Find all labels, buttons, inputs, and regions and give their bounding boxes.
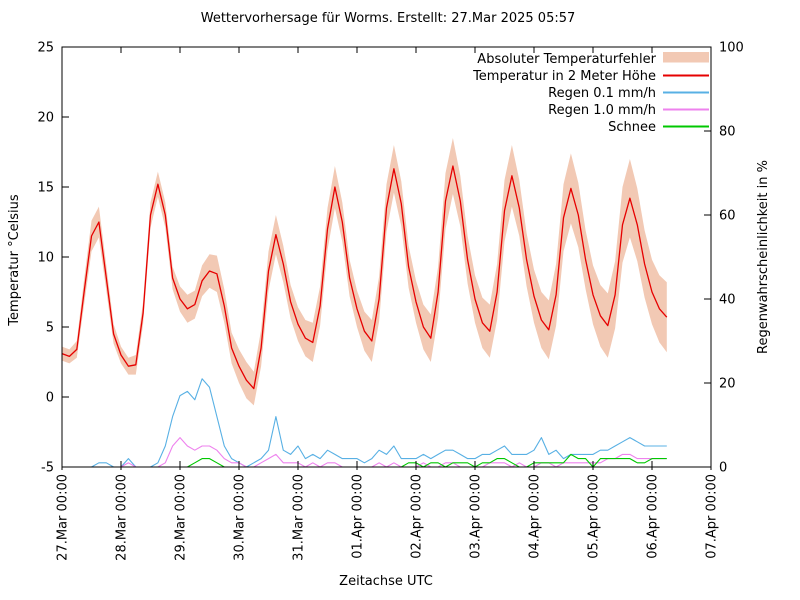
- y-right-tick-label: 60: [719, 209, 736, 224]
- y-right-tick-label: 100: [719, 41, 744, 56]
- legend-band-swatch: [663, 52, 709, 63]
- error-band: [62, 138, 667, 406]
- x-tick-label: 27.Mar 00:00: [56, 474, 71, 561]
- legend-label: Absoluter Temperaturfehler: [477, 52, 656, 67]
- y-left-tick-label: 25: [37, 41, 54, 56]
- x-tick-label: 31.Mar 00:00: [292, 474, 307, 561]
- temperature-line: [61, 165, 668, 390]
- x-tick-label: 29.Mar 00:00: [174, 474, 189, 561]
- y-left-tick-label: 10: [37, 251, 54, 266]
- chart-title: Wettervorhersage für Worms. Erstellt: 27…: [200, 11, 576, 26]
- left-axis-title: Temperatur °Celsius: [7, 194, 22, 326]
- x-tick-label: 05.Apr 00:00: [587, 474, 602, 559]
- legend-label: Temperatur in 2 Meter Höhe: [472, 69, 656, 84]
- x-tick-label: 02.Apr 00:00: [410, 474, 425, 559]
- y-left-tick-label: 20: [37, 111, 54, 126]
- x-axis-title: Zeitachse UTC: [339, 574, 433, 589]
- legend-label: Schnee: [608, 120, 656, 135]
- x-tick-label: 01.Apr 00:00: [351, 474, 366, 559]
- legend: Absoluter Temperaturfehler Temperatur in …: [472, 52, 709, 135]
- x-tick-label: 04.Apr 00:00: [528, 474, 543, 559]
- x-tick-label: 28.Mar 00:00: [115, 474, 130, 561]
- x-tick-label: 30.Mar 00:00: [233, 474, 248, 561]
- y-left-tick-label: -5: [41, 461, 54, 476]
- axes: -5 0 5 10 15 20 25 0 20 40 60 80 100 27.Mar 00:00 28.M…: [37, 41, 743, 561]
- y-right-tick-label: 20: [719, 377, 736, 392]
- legend-label: Regen 1.0 mm/h: [548, 103, 656, 118]
- right-axis-title: Regenwahrscheinlichkeit in %: [756, 160, 771, 354]
- rain-01-line: [62, 378, 667, 468]
- y-left-tick-label: 5: [46, 321, 54, 336]
- x-tick-label: 06.Apr 00:00: [646, 474, 661, 559]
- x-tick-label: 07.Apr 00:00: [705, 474, 720, 559]
- y-right-tick-label: 40: [719, 293, 736, 308]
- y-left-tick-label: 15: [37, 181, 54, 196]
- y-right-tick-label: 80: [719, 125, 736, 140]
- x-tick-label: 03.Apr 00:00: [469, 474, 484, 559]
- legend-label: Regen 0.1 mm/h: [548, 86, 656, 101]
- y-right-tick-label: 0: [719, 461, 727, 476]
- y-left-tick-label: 0: [46, 391, 54, 406]
